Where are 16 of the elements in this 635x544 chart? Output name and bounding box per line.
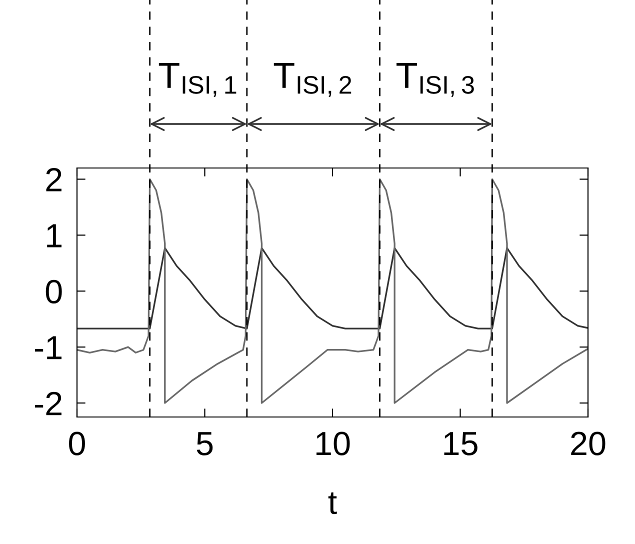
line-series <box>77 178 588 404</box>
x-tick-label: 10 <box>316 432 350 456</box>
text: T$_{ISI,1}$ <box>158 63 236 97</box>
x-tick-label: 15 <box>444 432 478 456</box>
y-tick-label: 2 <box>46 168 62 192</box>
y-tick-label: 0 <box>46 280 62 304</box>
y-tick-label: -1 <box>34 336 62 360</box>
y-tick-label: 1 <box>47 224 62 248</box>
x-tick-label: 0 <box>69 432 85 456</box>
text: T$_{ISI,3}$ <box>396 63 474 97</box>
x-tick-label: 20 <box>571 432 606 456</box>
line-series <box>77 247 588 330</box>
x-axis-title: t <box>328 492 337 514</box>
y-tick-label: -2 <box>34 392 62 416</box>
x-tick-label: 5 <box>196 432 213 456</box>
text: T$_{ISI,2}$ <box>274 63 352 97</box>
